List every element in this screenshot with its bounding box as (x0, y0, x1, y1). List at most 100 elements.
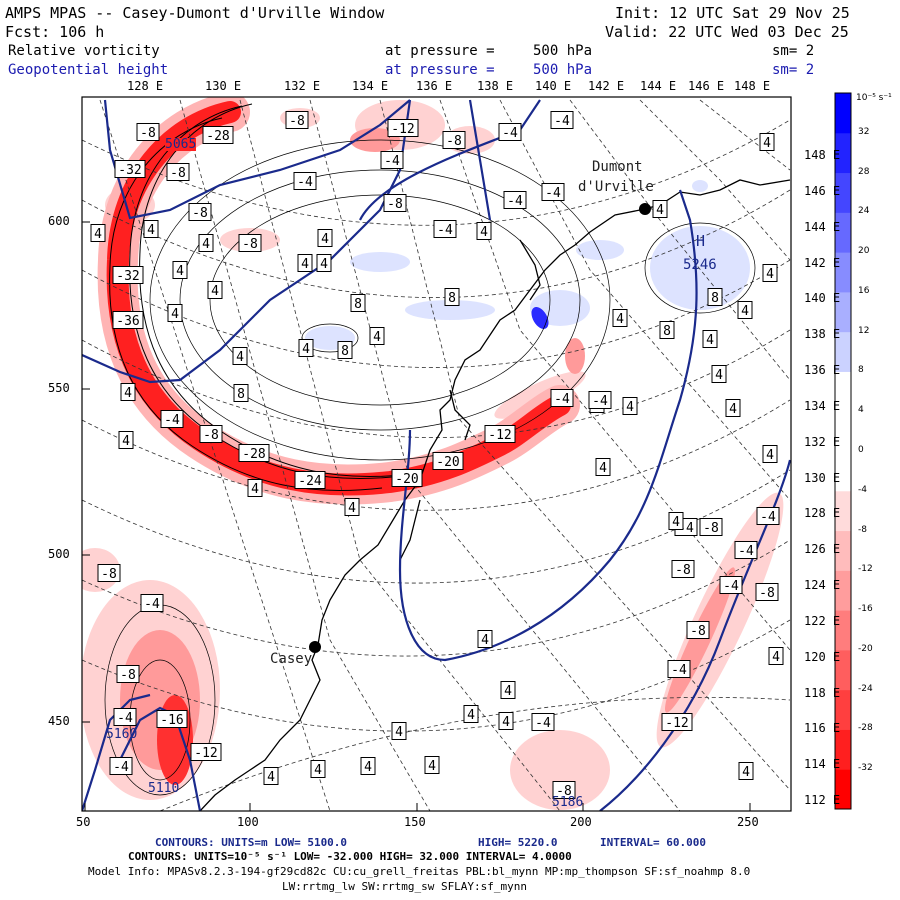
contour-value-label: -4 (293, 172, 317, 190)
svg-text:-12: -12 (665, 716, 688, 731)
contour-value-label: 4 (369, 327, 385, 345)
contour-value-label: -20 (391, 469, 423, 487)
colorbar-tick-label: -16 (858, 604, 873, 615)
contour-value-label: 4 (595, 458, 611, 476)
colorbar-tick-label: -4 (858, 484, 867, 495)
colorbar-swatch (835, 530, 851, 571)
init-time: Init: 12 UTC Sat 29 Nov 25 (615, 4, 850, 22)
contour-value-label: 4 (263, 767, 279, 785)
height-label-5186: 5186 (552, 795, 584, 810)
contour-value-label: -4 (756, 507, 780, 525)
contour-value-label: -4 (498, 123, 522, 141)
svg-text:-8: -8 (203, 428, 219, 443)
svg-text:4: 4 (715, 368, 723, 383)
svg-text:8: 8 (354, 297, 362, 312)
lat-label: 144 E (804, 219, 841, 234)
lat-label: 140 E (804, 291, 841, 306)
contour-value-label: -4 (140, 594, 164, 612)
colorbar-tick-label: 16 (858, 285, 870, 296)
svg-text:4: 4 (320, 257, 328, 272)
lat-label: 114 E (804, 757, 841, 772)
svg-text:-8: -8 (675, 563, 691, 578)
lon-label: 142 E (588, 79, 625, 93)
contour-value-label: 4 (702, 330, 718, 348)
axis-ticks (82, 221, 751, 811)
svg-text:-12: -12 (391, 122, 414, 137)
svg-text:8: 8 (448, 291, 456, 306)
contour-value-label: -4 (550, 111, 574, 129)
svg-text:4: 4 (481, 633, 489, 648)
contour-value-label: 4 (424, 756, 440, 774)
contour-value-label: -4 (160, 410, 184, 428)
colorbar-swatch (835, 649, 851, 691)
svg-text:8: 8 (663, 324, 671, 339)
y-tick-450: 450 (48, 714, 70, 728)
lat-label: 146 E (804, 183, 841, 198)
svg-text:4: 4 (94, 227, 102, 242)
svg-text:8: 8 (237, 387, 245, 402)
contour-value-label: -4 (719, 576, 743, 594)
svg-text:4: 4 (766, 448, 774, 463)
colorbar-tick-label: -12 (858, 564, 873, 575)
contour-value-label: -8 (383, 194, 407, 212)
svg-text:-8: -8 (690, 624, 706, 639)
svg-text:-4: -4 (535, 716, 551, 731)
colorbar-tick-label: -24 (858, 683, 873, 694)
svg-text:-4: -4 (384, 154, 400, 169)
field2-name: Geopotential height (8, 62, 169, 78)
colorbar-frame (834, 92, 852, 810)
svg-text:-16: -16 (160, 713, 183, 728)
svg-text:-4: -4 (554, 392, 570, 407)
colorbar-swatch (835, 490, 851, 532)
contour-value-label: 4 (344, 498, 360, 516)
contour-value-label: -28 (238, 444, 270, 462)
svg-text:4: 4 (301, 257, 309, 272)
vorticity-contours (104, 139, 756, 796)
svg-text:4: 4 (314, 763, 322, 778)
contour-value-label: 8 (659, 321, 675, 339)
high-pressure-marker: H (696, 232, 706, 250)
contour-value-label: 4 (762, 445, 778, 463)
contour-value-label: 4 (207, 281, 223, 299)
lat-label: 130 E (804, 470, 841, 485)
contour-value-label: 4 (360, 757, 376, 775)
svg-text:-12: -12 (488, 428, 511, 443)
lat-label: 134 E (804, 398, 841, 413)
contour-value-label: -12 (661, 713, 693, 731)
contour-value-label: 4 (247, 479, 263, 497)
colorbar-swatch (835, 331, 851, 372)
lat-label: 132 E (804, 434, 841, 449)
svg-text:4: 4 (656, 203, 664, 218)
contour-value-labels: -8 -28-8-12-8-4-4-32 -8-4-444-4-8 -4-844 4-8… (90, 111, 784, 799)
lat-label: 116 E (804, 721, 841, 736)
contour-value-label: -12 (387, 119, 419, 137)
contour-value-label: 4 (768, 647, 784, 665)
svg-text:-4: -4 (592, 394, 608, 409)
valid-time: Valid: 22 UTC Wed 03 Dec 25 (605, 23, 849, 41)
svg-text:4: 4 (395, 725, 403, 740)
contour-value-label: -4 (734, 541, 758, 559)
lon-label: 134 E (352, 79, 389, 93)
contour-value-label: -8 (199, 425, 223, 443)
contour-value-label: -4 (113, 708, 137, 726)
contour-value-label: -8 (552, 781, 576, 799)
colorbar-tick-label: 12 (858, 325, 870, 336)
svg-text:-4: -4 (545, 186, 561, 201)
contour-value-label: -12 (484, 425, 516, 443)
forecast-hour: Fcst: 106 h (5, 23, 105, 41)
svg-text:-32: -32 (118, 163, 141, 178)
svg-text:-32: -32 (116, 269, 139, 284)
field1-level-label: at pressure = (385, 43, 495, 59)
contour-value-label: -32 (112, 266, 144, 284)
contour-value-label: 4 (668, 512, 684, 530)
field1-name: Relative vorticity (8, 43, 160, 59)
contour-value-label: 4 (477, 630, 493, 648)
svg-text:-4: -4 (144, 597, 160, 612)
colorbar-tick-label: 20 (858, 246, 870, 257)
svg-text:4: 4 (480, 225, 488, 240)
lat-label: 120 E (804, 649, 841, 664)
y-tick-500: 500 (48, 547, 70, 561)
field2-smoothing: sm= 2 (772, 62, 815, 78)
lat-label: 126 E (804, 542, 841, 557)
contour-value-label: 4 (198, 234, 214, 252)
